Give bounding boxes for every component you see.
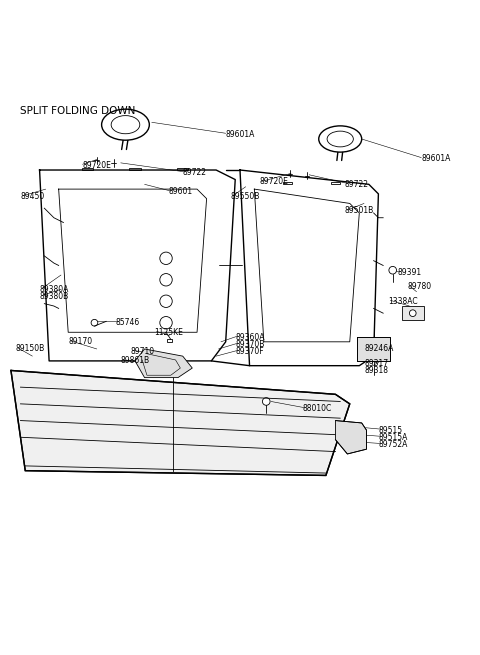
Polygon shape — [177, 168, 189, 170]
Polygon shape — [336, 421, 366, 454]
Text: 89318: 89318 — [364, 366, 388, 375]
Text: 89550B: 89550B — [230, 192, 260, 201]
Polygon shape — [129, 168, 141, 170]
Polygon shape — [357, 337, 390, 361]
Text: 89170: 89170 — [68, 337, 92, 346]
Text: 1125KE: 1125KE — [154, 328, 183, 337]
Text: 89370F: 89370F — [235, 347, 264, 356]
Text: 89360A: 89360A — [235, 333, 265, 341]
Text: 89720E: 89720E — [259, 178, 288, 187]
Text: 89380B: 89380B — [39, 292, 69, 301]
Polygon shape — [402, 306, 424, 320]
Text: 89722: 89722 — [183, 168, 207, 177]
Text: 89380A: 89380A — [39, 285, 69, 294]
Text: 89391: 89391 — [397, 268, 421, 277]
Text: 89515A: 89515A — [378, 433, 408, 441]
Text: 88010C: 88010C — [302, 404, 331, 413]
Text: 85746: 85746 — [116, 318, 140, 328]
Polygon shape — [283, 182, 292, 184]
Text: 1338AC: 1338AC — [388, 297, 418, 306]
Text: 89722: 89722 — [345, 180, 369, 189]
Polygon shape — [11, 371, 350, 476]
Text: 89601A: 89601A — [226, 130, 255, 139]
Text: 89752A: 89752A — [378, 440, 408, 449]
Text: 89515: 89515 — [378, 426, 403, 435]
Text: 89861B: 89861B — [120, 356, 150, 365]
Polygon shape — [82, 168, 93, 170]
Text: 89317: 89317 — [364, 359, 388, 368]
Text: 89450: 89450 — [21, 192, 45, 201]
Text: 89501B: 89501B — [345, 206, 374, 215]
Text: 89601A: 89601A — [421, 153, 451, 162]
Circle shape — [91, 320, 98, 326]
Text: 89720E: 89720E — [83, 160, 111, 170]
Text: 89150B: 89150B — [16, 345, 45, 354]
Polygon shape — [331, 182, 340, 184]
Text: SPLIT FOLDING DOWN: SPLIT FOLDING DOWN — [21, 105, 136, 115]
Polygon shape — [168, 339, 172, 342]
Polygon shape — [135, 349, 192, 378]
Circle shape — [263, 398, 270, 405]
Text: 89601: 89601 — [168, 187, 192, 196]
Text: 89246A: 89246A — [364, 345, 394, 354]
Circle shape — [389, 267, 396, 274]
Text: 89370B: 89370B — [235, 340, 264, 348]
Text: 89780: 89780 — [407, 282, 431, 291]
Circle shape — [409, 310, 416, 316]
Text: 89710: 89710 — [130, 347, 155, 356]
